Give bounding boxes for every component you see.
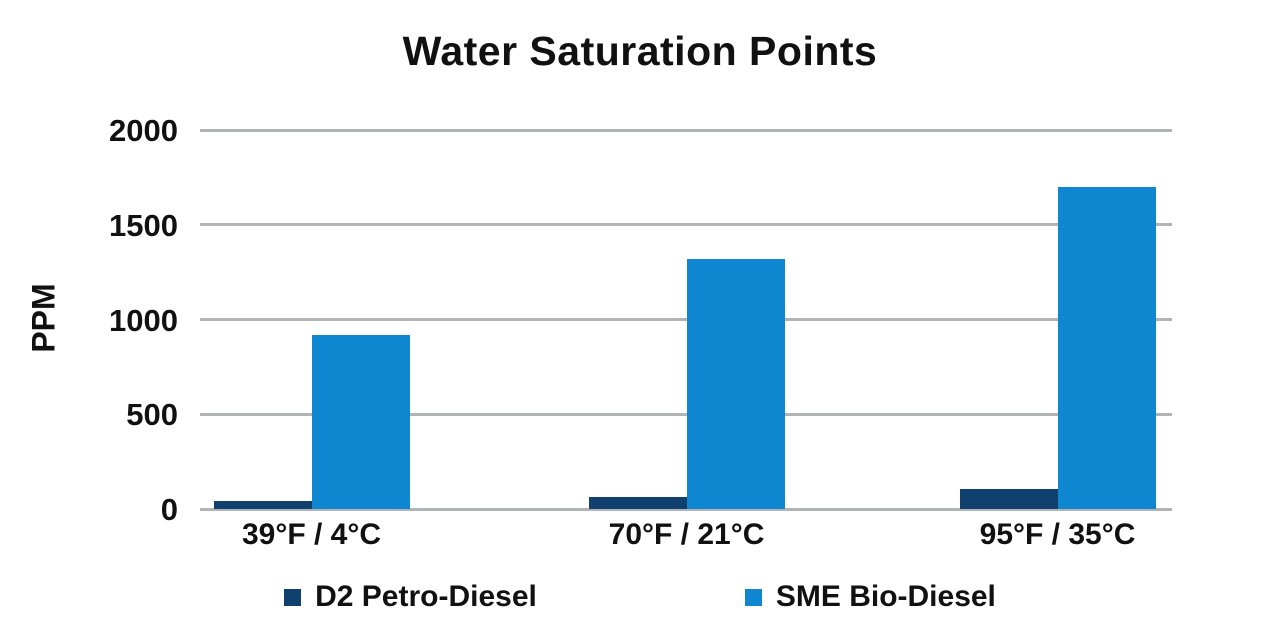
legend-item-d2-petro-diesel: D2 Petro-Diesel bbox=[284, 580, 537, 614]
legend-swatch-icon bbox=[744, 588, 762, 606]
bar-d2-petro-diesel-group3 bbox=[959, 489, 1058, 509]
bar-sme-bio-diesel-group3 bbox=[1057, 186, 1156, 509]
bar-d2-petro-diesel-group2 bbox=[588, 496, 687, 509]
gridline-2000 bbox=[200, 128, 1172, 132]
ytick-label-0: 0 bbox=[160, 492, 178, 527]
ytick-label-2000: 2000 bbox=[109, 113, 178, 148]
ytick-label-1500: 1500 bbox=[109, 207, 178, 243]
legend-item-sme-bio-diesel: SME Bio-Diesel bbox=[744, 580, 996, 614]
xtick-label-group2: 70°F / 21°C bbox=[608, 518, 765, 551]
legend-swatch-icon bbox=[284, 588, 302, 606]
gridline-500 bbox=[200, 412, 1172, 416]
legend-label: D2 Petro-Diesel bbox=[315, 580, 537, 613]
bar-sme-bio-diesel-group2 bbox=[686, 258, 785, 509]
gridline-1000 bbox=[200, 318, 1172, 321]
ytick-label-1000: 1000 bbox=[109, 302, 178, 338]
xtick-label-group1: 39°F / 4°C bbox=[241, 518, 382, 551]
bar-sme-bio-diesel-group1 bbox=[311, 334, 410, 509]
legend-label: SME Bio-Diesel bbox=[775, 580, 996, 613]
gridline-0 bbox=[200, 507, 1172, 511]
gridline-1500 bbox=[200, 223, 1172, 227]
chart-title: Water Saturation Points bbox=[402, 28, 878, 74]
bar-d2-petro-diesel-group1 bbox=[213, 501, 312, 509]
ytick-label-500: 500 bbox=[126, 397, 178, 433]
xtick-label-group3: 95°F / 35°C bbox=[979, 518, 1136, 551]
legend: D2 Petro-Diesel SME Bio-Diesel bbox=[0, 580, 1280, 614]
